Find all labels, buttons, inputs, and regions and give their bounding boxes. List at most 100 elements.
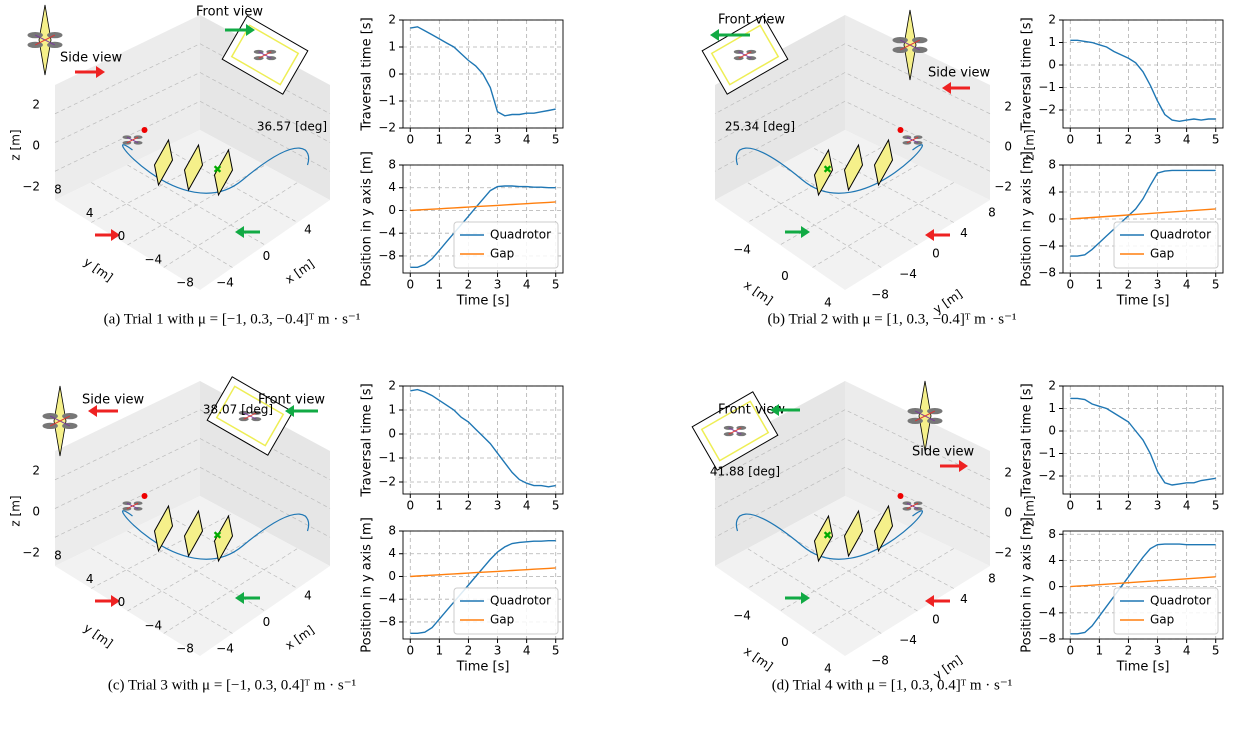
y-tick-label: 2 bbox=[1048, 379, 1056, 393]
x-tick-label: 0 bbox=[1066, 644, 1074, 658]
y-ticks-label: 8 bbox=[988, 572, 996, 586]
x-tick-label: 0 bbox=[1066, 278, 1074, 292]
x-axis-label: Time [s] bbox=[1116, 660, 1170, 675]
x-tick-label: 5 bbox=[1212, 133, 1220, 147]
legend-label: Gap bbox=[490, 247, 514, 261]
x-tick-label: 5 bbox=[552, 644, 560, 658]
z-tick-label: 2 bbox=[1004, 100, 1012, 114]
y-axis-label: Traversal time [s] bbox=[1020, 17, 1035, 131]
z-tick-label: 0 bbox=[1004, 140, 1012, 154]
x-ticks-label: 4 bbox=[304, 223, 312, 237]
data-line bbox=[410, 568, 555, 577]
y-ticks-label: −4 bbox=[144, 252, 162, 266]
side-view-label: Side view bbox=[928, 66, 991, 81]
y-tick-label: 4 bbox=[1048, 185, 1056, 199]
y-ticks-label: 0 bbox=[118, 229, 126, 243]
y-tick-label: 2 bbox=[1048, 13, 1056, 27]
y-axis-label: Position in y axis [m] bbox=[360, 151, 375, 287]
caption: (d) Trial 4 with μ = [1, 0.3, 0.4]ᵀ m · … bbox=[772, 677, 1013, 693]
x-tick-label: 2 bbox=[465, 644, 473, 658]
y-ticks-label: −8 bbox=[871, 288, 889, 302]
y-tick-label: 0 bbox=[1048, 424, 1056, 438]
y-tick-label: 0 bbox=[1048, 58, 1056, 72]
x-tick-label: 1 bbox=[1096, 278, 1104, 292]
x-tick-label: 3 bbox=[1154, 278, 1162, 292]
data-line bbox=[1070, 209, 1215, 219]
x-ticks-label: −4 bbox=[733, 609, 751, 623]
y-tick-label: 0 bbox=[1048, 579, 1056, 593]
y-axis-label: Position in y axis [m] bbox=[360, 517, 375, 653]
y-tick-label: 0 bbox=[388, 67, 396, 81]
angle-label: 25.34 [deg] bbox=[725, 120, 795, 134]
z-tick-label: 0 bbox=[32, 505, 40, 519]
x-ticks-label: −4 bbox=[216, 276, 234, 290]
y-ticks-label: −4 bbox=[144, 618, 162, 632]
y-ticks-label: 8 bbox=[54, 549, 62, 563]
y-tick-label: 0 bbox=[1048, 212, 1056, 226]
data-line bbox=[410, 390, 555, 487]
x-tick-label: 5 bbox=[1212, 644, 1220, 658]
x-tick-label: 5 bbox=[552, 278, 560, 292]
z-axis-label: z [m] bbox=[9, 129, 23, 160]
x-ticks-label: 0 bbox=[781, 635, 789, 649]
y-tick-label: 4 bbox=[388, 180, 396, 194]
x-tick-label: 4 bbox=[523, 644, 531, 658]
z-tick-label: 0 bbox=[1004, 506, 1012, 520]
y-axis-label: y [m] bbox=[81, 255, 115, 285]
y-tick-label: 8 bbox=[388, 158, 396, 172]
data-line bbox=[410, 202, 555, 211]
x-tick-label: 4 bbox=[1183, 499, 1191, 513]
legend-label: Quadrotor bbox=[1150, 228, 1211, 242]
goal-marker: ✖ bbox=[213, 163, 222, 176]
y-tick-label: 8 bbox=[1048, 158, 1056, 172]
x-axis-label: Time [s] bbox=[456, 294, 510, 309]
x-tick-label: 3 bbox=[494, 278, 502, 292]
side-view-label: Side view bbox=[60, 51, 123, 66]
x-tick-label: 1 bbox=[1096, 499, 1104, 513]
y-tick-label: −1 bbox=[378, 451, 396, 465]
y-tick-label: −1 bbox=[378, 94, 396, 108]
x-tick-label: 2 bbox=[1125, 133, 1133, 147]
x-tick-label: 2 bbox=[465, 133, 473, 147]
y-tick-label: 8 bbox=[388, 524, 396, 538]
start-point bbox=[898, 127, 904, 133]
y-tick-label: 8 bbox=[1048, 527, 1056, 541]
angle-label: 38.07 [deg] bbox=[203, 403, 273, 417]
goal-marker: ✖ bbox=[823, 163, 832, 176]
x-tick-label: 0 bbox=[406, 278, 414, 292]
caption: (c) Trial 3 with μ = [−1, 0.3, 0.4]ᵀ m ·… bbox=[108, 677, 356, 693]
start-point bbox=[142, 493, 148, 499]
x-tick-label: 0 bbox=[406, 133, 414, 147]
x-tick-label: 1 bbox=[436, 644, 444, 658]
x-tick-label: 5 bbox=[552, 499, 560, 513]
x-tick-label: 3 bbox=[494, 644, 502, 658]
y-tick-label: 0 bbox=[388, 569, 396, 583]
y-axis-label: Position in y axis [m] bbox=[1020, 151, 1035, 287]
x-tick-label: 2 bbox=[1125, 499, 1133, 513]
data-line bbox=[1070, 577, 1215, 587]
x-ticks-label: 0 bbox=[263, 615, 271, 629]
y-tick-label: −8 bbox=[378, 614, 396, 628]
start-point bbox=[898, 493, 904, 499]
x-ticks-label: 4 bbox=[304, 589, 312, 603]
legend-label: Gap bbox=[1150, 247, 1174, 261]
plot-frame bbox=[403, 386, 563, 494]
y-tick-label: 0 bbox=[388, 203, 396, 217]
x-ticks-label: −4 bbox=[733, 243, 751, 257]
plot-frame bbox=[1063, 20, 1223, 128]
data-line bbox=[1070, 398, 1215, 485]
x-tick-label: 0 bbox=[406, 644, 414, 658]
z-tick-label: −2 bbox=[994, 180, 1012, 194]
x-axis-label: Time [s] bbox=[456, 660, 510, 675]
legend-label: Quadrotor bbox=[1150, 594, 1211, 608]
y-tick-label: −2 bbox=[378, 121, 396, 135]
side-view-label: Side view bbox=[82, 393, 145, 408]
y-ticks-label: 0 bbox=[118, 595, 126, 609]
front-view-label: Front view bbox=[196, 5, 263, 20]
y-tick-label: −8 bbox=[1038, 266, 1056, 280]
y-ticks-label: −4 bbox=[899, 267, 917, 281]
start-point bbox=[142, 127, 148, 133]
y-ticks-label: −8 bbox=[176, 642, 194, 656]
